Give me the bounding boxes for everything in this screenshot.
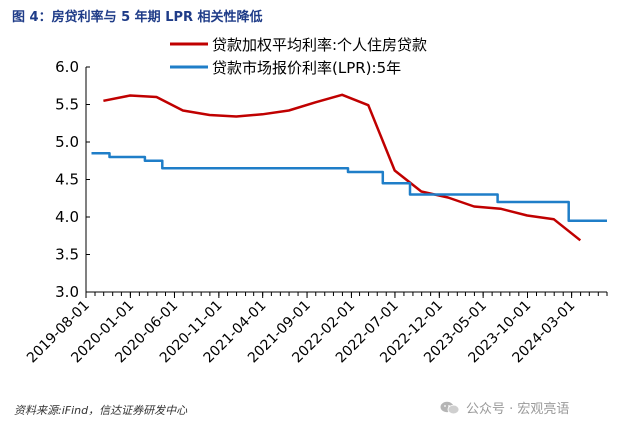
y-tick-label: 4.0 bbox=[55, 208, 79, 226]
y-tick-label: 5.0 bbox=[55, 133, 79, 151]
y-tick-label: 6.0 bbox=[55, 58, 79, 76]
chart-series bbox=[91, 93, 607, 242]
y-tick-label: 4.5 bbox=[55, 171, 79, 189]
figure-title: 图 4：房贷利率与 5 年期 LPR 相关性降低 bbox=[12, 10, 263, 25]
y-tick-label: 3.5 bbox=[55, 246, 79, 264]
legend-label: 贷款加权平均利率:个人住房贷款 bbox=[212, 36, 427, 54]
y-tick-label: 5.5 bbox=[55, 96, 79, 114]
legend-label: 贷款市场报价利率(LPR):5年 bbox=[212, 59, 401, 77]
source-note: 资料来源:iFind，信达证券研发中心 bbox=[14, 404, 188, 417]
series-line-mortgage-rate bbox=[103, 93, 582, 242]
chart-axes: 6.05.55.04.54.03.53.02019-08-012020-01-0… bbox=[24, 58, 608, 366]
series-line-lpr-5y bbox=[91, 152, 607, 223]
y-tick-label: 3.0 bbox=[55, 283, 79, 301]
wechat-icon bbox=[440, 401, 460, 414]
watermark-text: 公众号 · 宏观亮语 bbox=[466, 402, 570, 417]
watermark: 公众号 · 宏观亮语 bbox=[440, 398, 569, 417]
line-chart: 6.05.55.04.54.03.53.02019-08-012020-01-0… bbox=[24, 36, 608, 366]
